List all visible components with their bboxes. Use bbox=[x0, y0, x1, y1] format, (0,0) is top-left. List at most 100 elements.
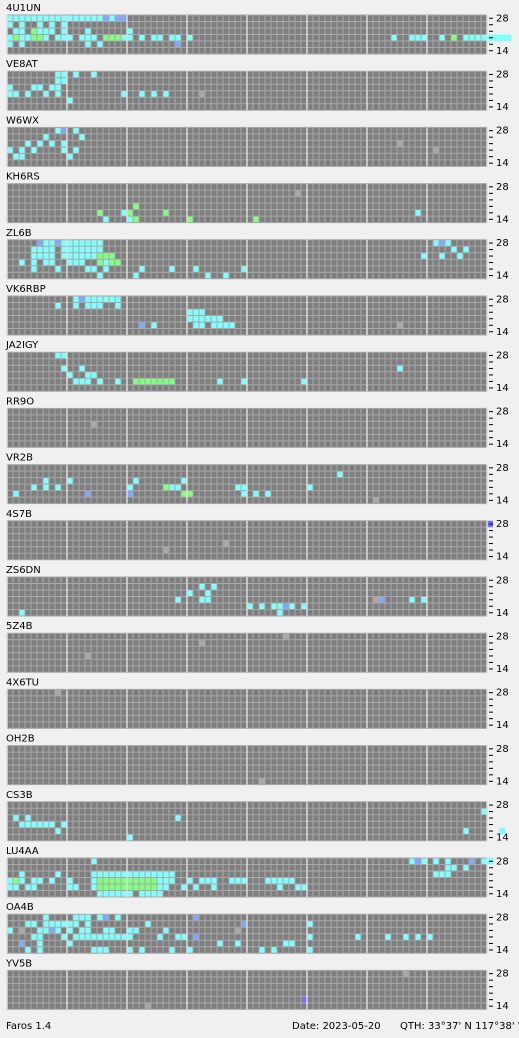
signal-cell bbox=[37, 15, 43, 22]
signal-cell bbox=[19, 41, 25, 48]
signal-cell bbox=[415, 209, 421, 217]
signal-cell bbox=[199, 90, 205, 98]
signal-cell bbox=[241, 484, 247, 491]
signal-cell bbox=[163, 90, 169, 98]
station-name: OA4B bbox=[6, 902, 34, 913]
signal-cell bbox=[199, 315, 205, 322]
signal-cell bbox=[55, 827, 61, 835]
signal-cell bbox=[121, 209, 127, 217]
station-name: 4X6TU bbox=[6, 677, 39, 688]
signal-cell bbox=[67, 239, 73, 247]
signal-cell bbox=[61, 246, 67, 253]
band-bottom-label: 14 bbox=[496, 46, 509, 57]
signal-cell bbox=[181, 490, 187, 498]
signal-cell bbox=[169, 34, 175, 41]
signal-cell bbox=[37, 927, 43, 934]
signal-cell bbox=[61, 239, 67, 247]
signal-cell bbox=[79, 246, 85, 253]
signal-cell bbox=[139, 265, 145, 273]
signal-cell bbox=[85, 239, 91, 247]
signal-cell bbox=[97, 272, 103, 279]
signal-cell bbox=[79, 378, 85, 385]
signal-cell bbox=[73, 127, 79, 134]
signal-cell bbox=[61, 352, 67, 359]
signal-cell bbox=[145, 920, 151, 928]
station-name: VK6RBP bbox=[6, 284, 46, 295]
signal-cell bbox=[31, 252, 37, 260]
signal-cell bbox=[73, 920, 79, 928]
signal-cell bbox=[43, 133, 49, 141]
signal-cell bbox=[103, 34, 109, 41]
signal-cell bbox=[49, 239, 55, 247]
signal-cell bbox=[421, 858, 427, 865]
signal-cell bbox=[205, 272, 211, 279]
signal-cell bbox=[163, 927, 169, 934]
signal-cell bbox=[49, 877, 55, 884]
signal-cell bbox=[55, 34, 61, 41]
signal-cell bbox=[7, 21, 13, 28]
signal-cell bbox=[127, 216, 133, 223]
signal-cell bbox=[85, 296, 91, 303]
signal-cell bbox=[109, 252, 115, 260]
station-name: W6WX bbox=[6, 115, 39, 126]
signal-cell bbox=[115, 933, 121, 941]
signal-cell bbox=[283, 877, 289, 884]
band-top-label: 28 bbox=[496, 969, 509, 980]
signal-cell bbox=[19, 146, 25, 154]
signal-cell bbox=[79, 914, 85, 921]
signal-cell bbox=[115, 296, 121, 303]
signal-cell bbox=[151, 890, 157, 897]
station-name: YV5B bbox=[5, 958, 32, 969]
signal-cell bbox=[157, 871, 163, 878]
signal-cell bbox=[433, 239, 439, 247]
band-bottom-label: 14 bbox=[496, 833, 509, 844]
band-top-label: 28 bbox=[496, 856, 509, 867]
signal-cell bbox=[157, 378, 163, 385]
signal-cell bbox=[25, 884, 31, 891]
signal-cell bbox=[61, 140, 67, 147]
signal-cell bbox=[91, 252, 97, 260]
signal-cell bbox=[409, 858, 415, 865]
signal-cell bbox=[19, 34, 25, 41]
signal-cell bbox=[157, 877, 163, 884]
signal-cell bbox=[79, 34, 85, 41]
signal-cell bbox=[121, 877, 127, 884]
signal-cell bbox=[115, 871, 121, 878]
signal-cell bbox=[277, 603, 283, 610]
signal-cell bbox=[85, 933, 91, 941]
signal-cell bbox=[103, 884, 109, 891]
signal-cell bbox=[97, 877, 103, 884]
signal-cell bbox=[193, 933, 199, 941]
signal-cell bbox=[103, 877, 109, 884]
signal-cell bbox=[241, 920, 247, 928]
signal-cell bbox=[493, 34, 499, 41]
signal-cell bbox=[445, 858, 451, 865]
signal-cell bbox=[49, 927, 55, 934]
signal-cell bbox=[241, 877, 247, 884]
signal-cell bbox=[67, 927, 73, 934]
signal-cell bbox=[61, 933, 67, 941]
signal-cell bbox=[259, 946, 265, 954]
signal-cell bbox=[55, 484, 61, 491]
signal-cell bbox=[109, 927, 115, 934]
signal-cell bbox=[43, 239, 49, 247]
signal-cell bbox=[451, 864, 457, 871]
signal-cell bbox=[31, 34, 37, 41]
signal-cell bbox=[199, 322, 205, 329]
station-name: LU4AA bbox=[6, 846, 39, 857]
station-name: CS3B bbox=[6, 790, 33, 801]
signal-cell bbox=[157, 933, 163, 941]
signal-cell bbox=[7, 146, 13, 154]
signal-cell bbox=[187, 490, 193, 498]
signal-cell bbox=[373, 497, 379, 504]
signal-cell bbox=[157, 890, 163, 897]
signal-cell bbox=[241, 265, 247, 273]
signal-cell bbox=[133, 877, 139, 884]
signal-cell bbox=[193, 309, 199, 316]
signal-cell bbox=[133, 884, 139, 891]
band-top-label: 28 bbox=[496, 13, 509, 24]
signal-cell bbox=[91, 71, 97, 78]
signal-cell bbox=[67, 920, 73, 928]
signal-cell bbox=[13, 490, 19, 498]
